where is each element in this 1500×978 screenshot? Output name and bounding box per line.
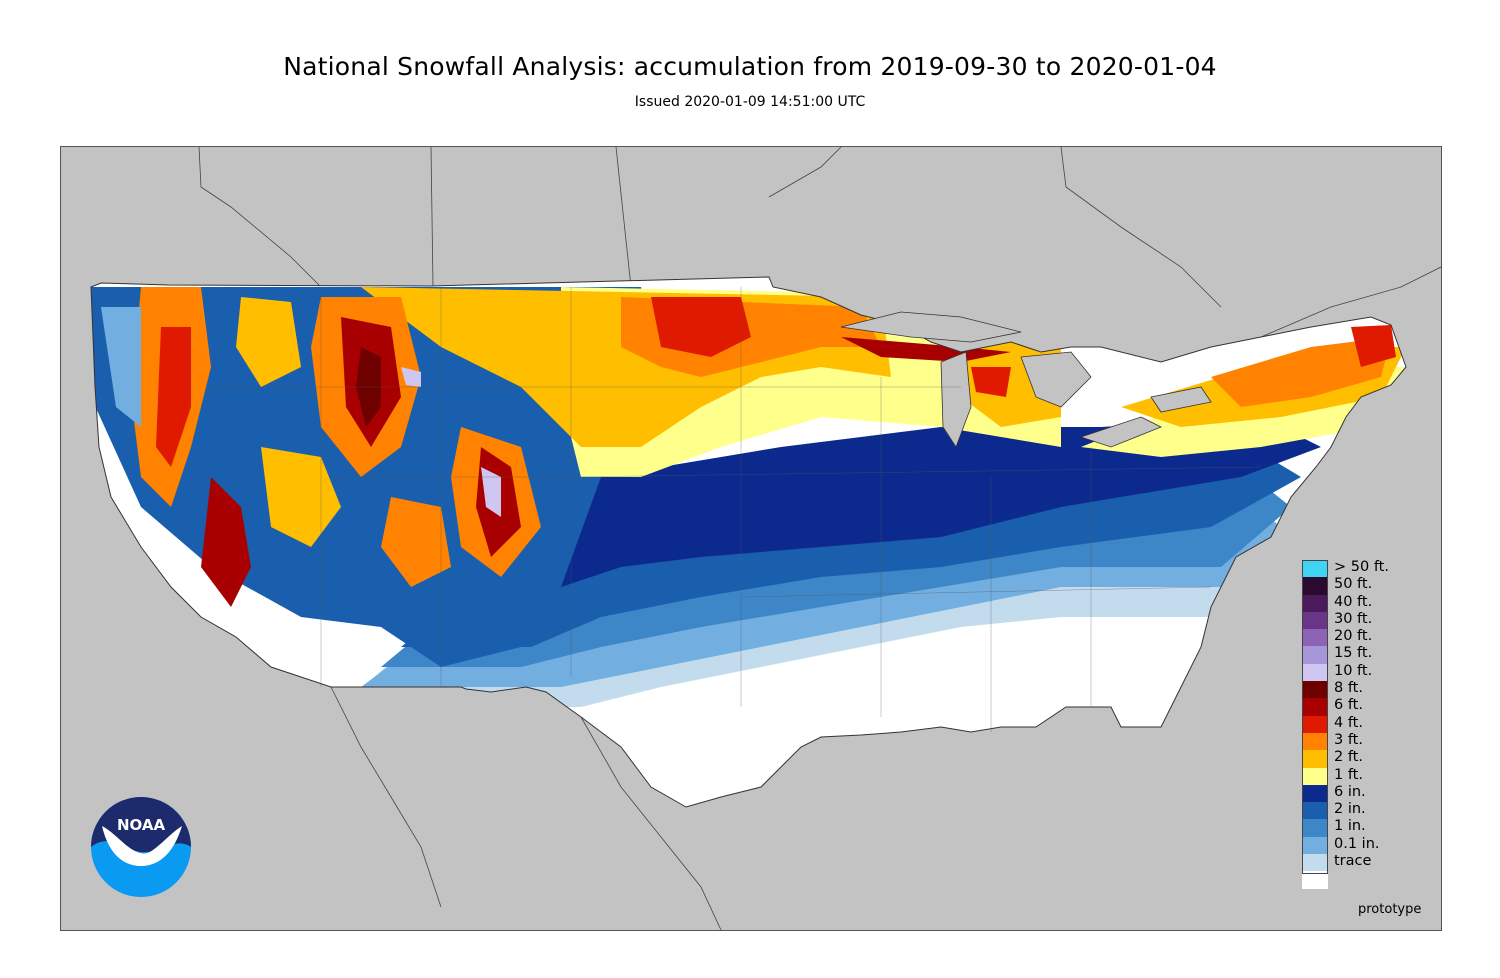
great-lakes xyxy=(840,311,1212,448)
legend-label: 2 ft. xyxy=(1334,749,1363,766)
legend-swatch xyxy=(1302,577,1328,595)
legend-swatch xyxy=(1302,611,1328,630)
legend-label: 20 ft. xyxy=(1334,628,1373,645)
western-mountains xyxy=(101,287,541,607)
issued-timestamp: Issued 2020-01-09 14:51:00 UTC xyxy=(634,94,866,110)
legend-swatch xyxy=(1302,698,1328,716)
noaa-logo-text: NOAA xyxy=(117,816,166,834)
legend-label: > 50 ft. xyxy=(1334,559,1389,575)
noaa-logo-icon: NOAA xyxy=(90,796,192,898)
legend-swatch xyxy=(1302,663,1328,682)
legend-label: 3 ft. xyxy=(1334,731,1363,748)
legend-swatch xyxy=(1302,594,1328,612)
country-borders xyxy=(198,147,1441,930)
legend-label: 40 ft. xyxy=(1334,593,1373,610)
legend-swatch xyxy=(1302,836,1328,855)
legend-swatch xyxy=(1302,854,1328,872)
legend-swatch xyxy=(1302,802,1328,820)
legend-swatch xyxy=(1302,819,1328,837)
conus-outline xyxy=(90,276,1407,808)
legend-label: 0.1 in. xyxy=(1334,835,1380,852)
legend-swatch xyxy=(1302,784,1328,803)
legend-swatch xyxy=(1302,732,1328,751)
legend-label: 1 in. xyxy=(1334,818,1366,835)
legend-swatch xyxy=(1302,871,1328,889)
legend-swatch xyxy=(1302,767,1328,785)
prototype-label: prototype xyxy=(1358,902,1422,917)
legend-label: 4 ft. xyxy=(1334,714,1363,731)
state-borders xyxy=(211,287,1262,732)
legend-swatch xyxy=(1302,715,1328,733)
legend-swatch xyxy=(1302,560,1328,578)
legend-label: 30 ft. xyxy=(1334,610,1373,627)
legend-label: 8 ft. xyxy=(1334,680,1363,697)
legend-label: 15 ft. xyxy=(1334,645,1373,662)
snow-field xyxy=(91,277,1406,807)
legend-label: 50 ft. xyxy=(1334,576,1373,593)
legend-label: 6 in. xyxy=(1334,783,1366,800)
legend-swatch xyxy=(1302,629,1328,647)
legend-swatch xyxy=(1302,750,1328,768)
legend-label: 6 ft. xyxy=(1334,697,1363,714)
legend-swatch xyxy=(1302,646,1328,664)
legend-label: 10 ft. xyxy=(1334,662,1373,679)
legend-label: 1 ft. xyxy=(1334,766,1363,783)
snowfall-map[interactable] xyxy=(60,146,1442,931)
legend-label: trace xyxy=(1334,853,1372,870)
legend-swatch xyxy=(1302,681,1328,699)
map-canvas xyxy=(90,147,1441,930)
map-title: National Snowfall Analysis: accumulation… xyxy=(283,52,1217,81)
legend-label: 2 in. xyxy=(1334,801,1366,818)
